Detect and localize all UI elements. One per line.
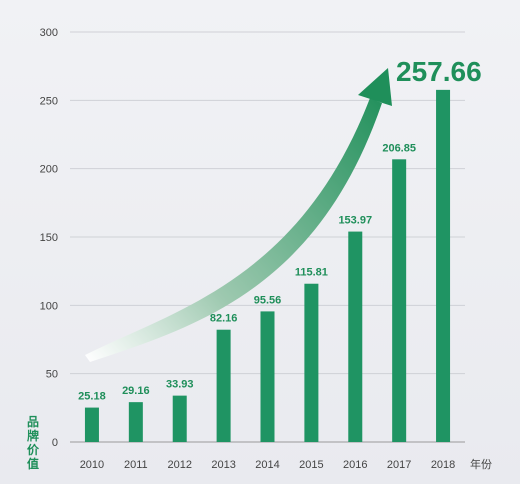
data-label: 25.18 [78,391,106,403]
data-label: 95.56 [254,294,282,306]
bar [128,402,143,442]
x-tick-label: 2013 [211,459,235,471]
trend-arrow-head [358,68,392,106]
bar [304,283,319,442]
y-tick-label: 300 [40,27,58,39]
data-label: 33.93 [166,379,194,391]
bars [84,89,451,442]
bar [392,159,407,442]
y-tick-label: 200 [40,164,58,176]
y-tick-label: 50 [46,369,58,381]
x-axis-ticks: 2010 2011 2012 2013 2014 2015 2016 2017 2018 [80,459,456,471]
y-axis-label-char: 品 [27,415,39,429]
bar [84,407,99,442]
grid-lines [70,31,465,443]
x-axis-unit-label: 年份 [470,457,492,471]
y-tick-label: 250 [40,95,58,107]
y-axis-label-char: 价 [27,443,40,457]
bar [348,231,363,442]
data-label: 82.16 [210,313,238,325]
data-label: 153.97 [338,215,372,227]
bar [436,89,451,442]
x-tick-label: 2012 [167,459,191,471]
y-tick-label: 0 [52,437,58,449]
bar [216,329,231,442]
bar [260,311,275,442]
x-tick-label: 2018 [431,459,455,471]
y-axis-ticks: 0 50 100 150 200 250 300 [40,27,58,449]
x-tick-label: 2014 [255,459,279,471]
x-tick-label: 2015 [299,459,323,471]
y-axis-label: 品牌价值 [27,415,40,471]
x-tick-label: 2017 [387,459,411,471]
y-tick-label: 150 [40,232,58,244]
y-axis-label-char: 牌 [27,428,39,443]
x-tick-label: 2010 [80,459,104,471]
data-label: 29.16 [122,385,150,397]
y-axis-label-char: 值 [27,456,39,471]
y-tick-label: 100 [40,300,58,312]
bar [172,395,187,442]
callout-value: 257.66 [396,56,482,87]
x-tick-label: 2016 [343,459,367,471]
x-tick-label: 2011 [124,459,148,471]
data-labels: 25.18 29.16 33.93 82.16 95.56 115.81 153.97 206… [78,142,416,402]
data-label: 115.81 [295,267,328,279]
data-label: 206.85 [382,142,416,154]
